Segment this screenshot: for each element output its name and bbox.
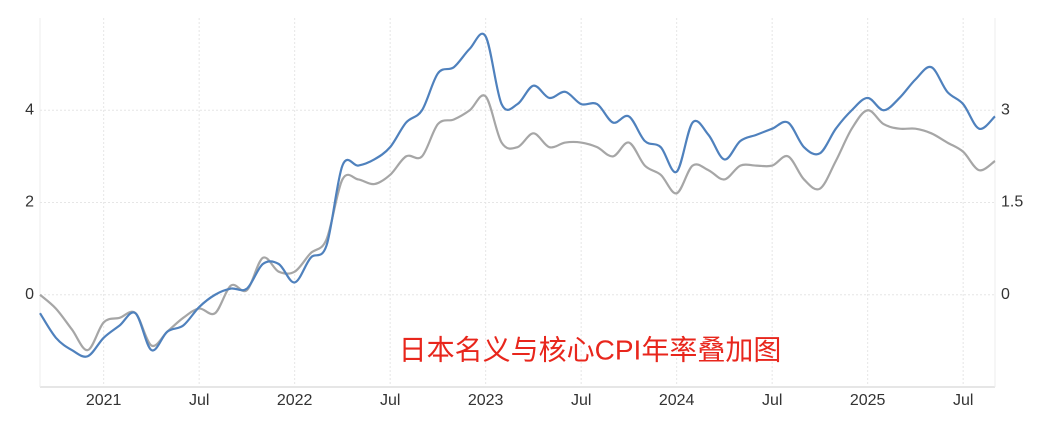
- x-tick-label: Jul: [571, 392, 591, 409]
- line-series: [39, 32, 996, 358]
- y-tick-label: 4: [25, 101, 34, 118]
- x-tick-label: Jul: [380, 392, 400, 409]
- line-series: [39, 94, 996, 352]
- x-tick-label: Jul: [953, 392, 973, 409]
- x-tick-label: 2022: [277, 392, 313, 409]
- y2-tick-label: 1.5: [1001, 194, 1023, 211]
- annotation: 日本名义与核心CPI年率叠加图: [399, 334, 782, 365]
- y-tick-label: 0: [25, 286, 34, 303]
- x-tick-label: 2025: [850, 392, 886, 409]
- y-tick-label: 2: [25, 194, 34, 211]
- x-tick-label: 2021: [86, 392, 122, 409]
- x-tick-label: Jul: [762, 392, 782, 409]
- y2-tick-label: 3: [1001, 101, 1010, 118]
- x-tick-label: Jul: [189, 392, 209, 409]
- x-tick-label: 2024: [659, 392, 695, 409]
- y2-tick-label: 0: [1001, 286, 1010, 303]
- x-tick-label: 2023: [468, 392, 504, 409]
